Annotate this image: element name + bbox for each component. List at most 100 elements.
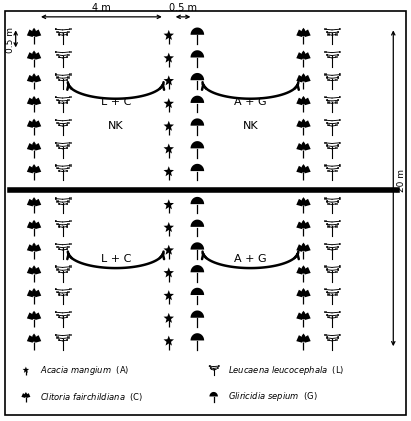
- Polygon shape: [164, 144, 174, 154]
- Polygon shape: [27, 290, 33, 297]
- Polygon shape: [191, 333, 204, 341]
- Polygon shape: [31, 265, 37, 274]
- Polygon shape: [31, 164, 37, 173]
- Polygon shape: [300, 220, 306, 228]
- Polygon shape: [21, 393, 25, 398]
- Polygon shape: [164, 166, 174, 176]
- Polygon shape: [300, 265, 306, 274]
- Polygon shape: [296, 290, 303, 297]
- Text: 20 m: 20 m: [397, 168, 406, 192]
- Text: $\mathit{Gliricidia\ sepium}$  (G): $\mathit{Gliricidia\ sepium}$ (G): [228, 390, 318, 403]
- Polygon shape: [31, 311, 37, 319]
- Polygon shape: [191, 310, 204, 318]
- Polygon shape: [304, 244, 311, 252]
- Polygon shape: [304, 120, 311, 128]
- Polygon shape: [35, 199, 41, 206]
- Polygon shape: [31, 51, 37, 59]
- Polygon shape: [31, 28, 37, 36]
- Text: L + C: L + C: [101, 96, 131, 107]
- Polygon shape: [27, 267, 33, 274]
- Polygon shape: [300, 288, 306, 296]
- Polygon shape: [164, 267, 174, 277]
- Polygon shape: [191, 27, 204, 35]
- Polygon shape: [191, 141, 204, 148]
- Polygon shape: [300, 164, 306, 173]
- Polygon shape: [300, 197, 306, 205]
- Polygon shape: [31, 220, 37, 228]
- Polygon shape: [27, 120, 33, 128]
- Polygon shape: [191, 197, 204, 204]
- Polygon shape: [35, 143, 41, 151]
- Polygon shape: [35, 29, 41, 37]
- Polygon shape: [296, 29, 303, 37]
- Polygon shape: [296, 98, 303, 105]
- Polygon shape: [296, 267, 303, 274]
- Polygon shape: [300, 242, 306, 251]
- Polygon shape: [304, 52, 311, 60]
- Polygon shape: [191, 265, 204, 272]
- Polygon shape: [300, 333, 306, 342]
- Polygon shape: [191, 50, 204, 58]
- Polygon shape: [191, 73, 204, 80]
- Polygon shape: [27, 335, 33, 343]
- Polygon shape: [31, 73, 37, 82]
- Polygon shape: [296, 244, 303, 252]
- Polygon shape: [27, 221, 33, 229]
- FancyBboxPatch shape: [5, 11, 406, 416]
- Text: $\mathit{Acacia\ mangium}$  (A): $\mathit{Acacia\ mangium}$ (A): [40, 364, 129, 376]
- Polygon shape: [31, 288, 37, 296]
- Polygon shape: [304, 290, 311, 297]
- Polygon shape: [164, 290, 174, 300]
- Polygon shape: [191, 220, 204, 227]
- Text: NK: NK: [242, 121, 258, 131]
- Polygon shape: [31, 333, 37, 342]
- Text: $\mathit{Clitoria\ fairchildiana}$  (C): $\mathit{Clitoria\ fairchildiana}$ (C): [40, 391, 143, 403]
- Text: 0.5 m: 0.5 m: [169, 3, 197, 13]
- Polygon shape: [210, 392, 218, 397]
- Polygon shape: [304, 98, 311, 105]
- Polygon shape: [31, 141, 37, 150]
- Polygon shape: [164, 336, 174, 346]
- Polygon shape: [300, 73, 306, 82]
- Polygon shape: [191, 118, 204, 125]
- Polygon shape: [35, 75, 41, 83]
- Polygon shape: [27, 29, 33, 37]
- Polygon shape: [304, 166, 311, 173]
- Polygon shape: [304, 267, 311, 274]
- Polygon shape: [35, 98, 41, 105]
- Text: 0.5 m: 0.5 m: [6, 27, 15, 53]
- Polygon shape: [164, 121, 174, 131]
- Polygon shape: [27, 98, 33, 105]
- Polygon shape: [164, 245, 174, 255]
- Polygon shape: [191, 164, 204, 171]
- Polygon shape: [300, 51, 306, 59]
- Polygon shape: [300, 311, 306, 319]
- Polygon shape: [191, 96, 204, 103]
- Polygon shape: [24, 392, 28, 397]
- Polygon shape: [35, 120, 41, 128]
- Polygon shape: [304, 29, 311, 37]
- Polygon shape: [304, 75, 311, 83]
- Polygon shape: [35, 244, 41, 252]
- Polygon shape: [296, 143, 303, 151]
- Polygon shape: [304, 143, 311, 151]
- Polygon shape: [296, 75, 303, 83]
- Text: A + G: A + G: [234, 96, 267, 107]
- Text: NK: NK: [108, 121, 123, 131]
- Polygon shape: [27, 143, 33, 151]
- Polygon shape: [27, 52, 33, 60]
- Polygon shape: [27, 75, 33, 83]
- Polygon shape: [35, 221, 41, 229]
- Polygon shape: [296, 52, 303, 60]
- Polygon shape: [300, 141, 306, 150]
- Polygon shape: [296, 312, 303, 320]
- Polygon shape: [164, 222, 174, 232]
- Polygon shape: [296, 221, 303, 229]
- Polygon shape: [35, 267, 41, 274]
- Polygon shape: [164, 313, 174, 323]
- Polygon shape: [31, 96, 37, 104]
- Polygon shape: [164, 75, 174, 85]
- Polygon shape: [300, 96, 306, 104]
- Polygon shape: [191, 288, 204, 295]
- Polygon shape: [35, 52, 41, 60]
